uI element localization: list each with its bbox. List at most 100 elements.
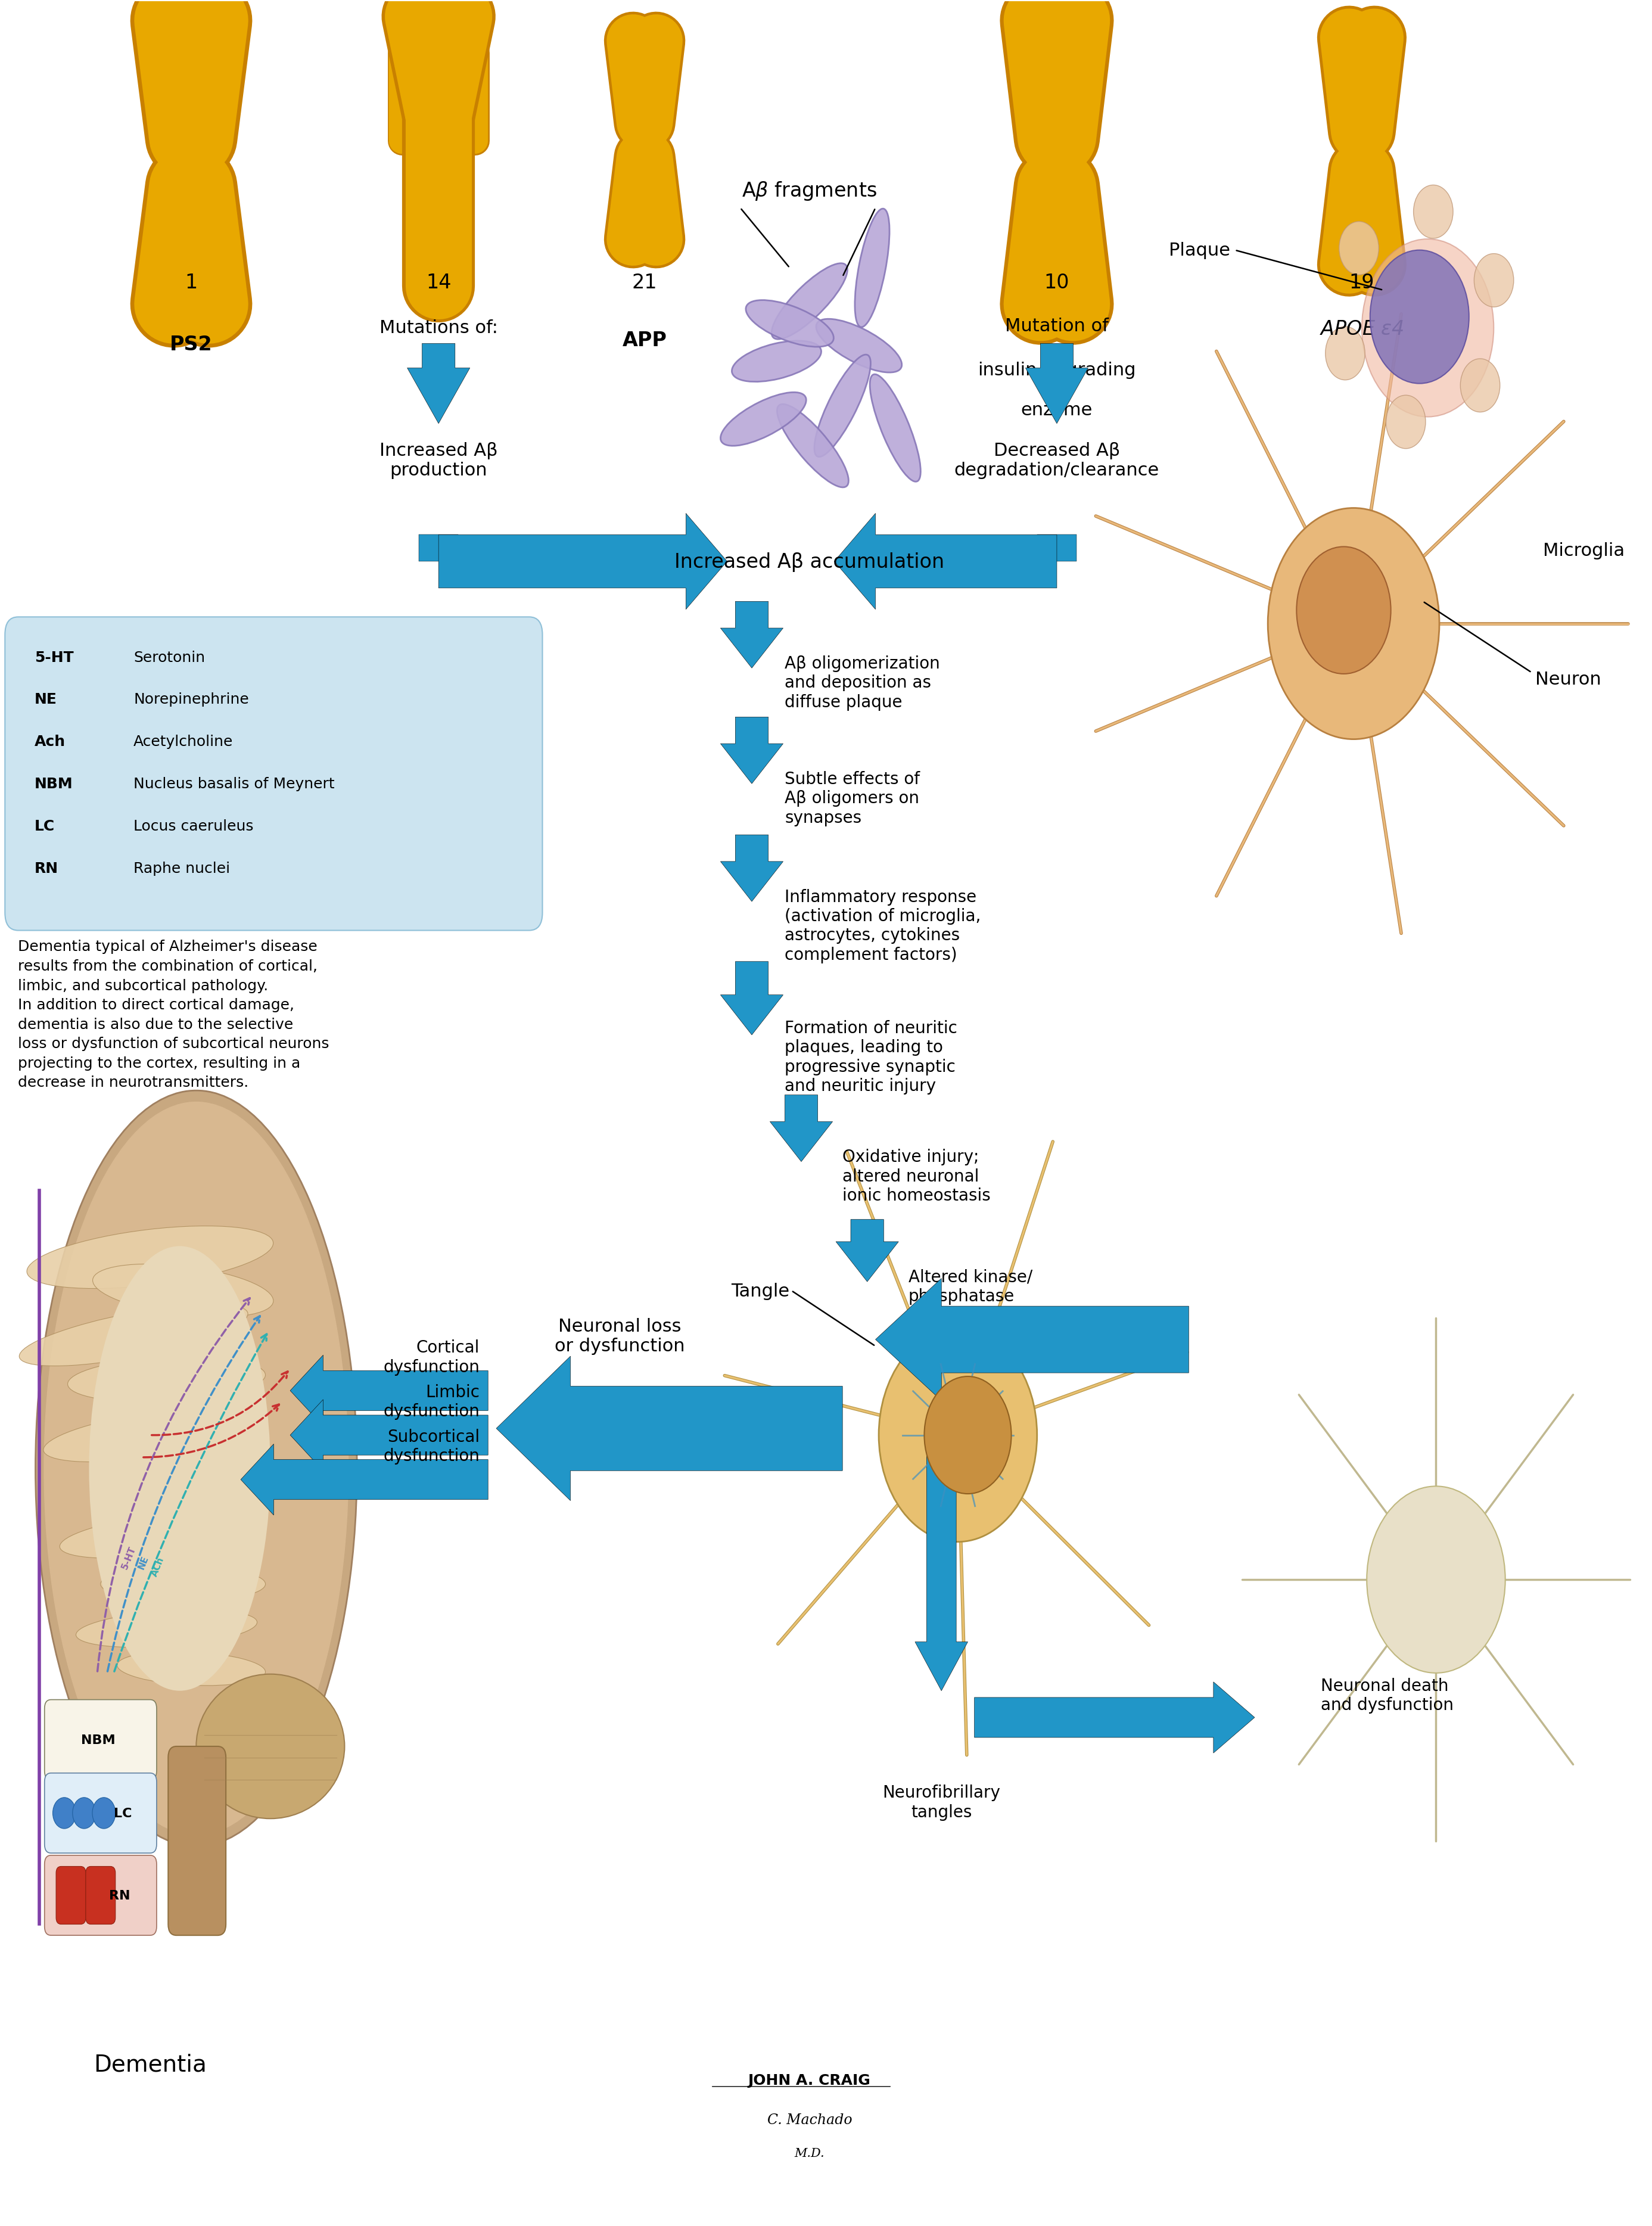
Text: Limbic
dysfunction: Limbic dysfunction (383, 1385, 479, 1420)
FancyArrow shape (770, 1095, 833, 1162)
Circle shape (923, 1376, 1011, 1494)
Text: 19: 19 (1350, 274, 1374, 292)
Text: Formation of neuritic
plaques, leading to
progressive synaptic
and neuritic inju: Formation of neuritic plaques, leading t… (785, 1020, 958, 1095)
Bar (1037, 534, 1077, 561)
Ellipse shape (89, 1247, 271, 1692)
FancyArrow shape (720, 601, 783, 668)
Text: Mutations of:: Mutations of: (380, 321, 497, 336)
Text: Neuron: Neuron (1535, 670, 1601, 688)
FancyArrow shape (438, 514, 727, 610)
Ellipse shape (43, 1102, 349, 1836)
Circle shape (53, 1799, 76, 1830)
FancyBboxPatch shape (5, 617, 542, 930)
Text: ACh: ACh (150, 1556, 165, 1578)
Ellipse shape (109, 1458, 274, 1500)
Text: Subtle effects of
Aβ oligomers on
synapses: Subtle effects of Aβ oligomers on synaps… (785, 770, 920, 826)
FancyBboxPatch shape (45, 1774, 157, 1854)
Text: 1: 1 (185, 274, 198, 292)
Circle shape (1460, 358, 1500, 412)
Text: Nucleus basalis of Meynert: Nucleus basalis of Meynert (134, 777, 335, 790)
Text: insulin-degrading: insulin-degrading (978, 363, 1137, 378)
FancyBboxPatch shape (45, 1701, 157, 1781)
Text: $APOE$ $\varepsilon$4: $APOE$ $\varepsilon$4 (1320, 321, 1404, 338)
Ellipse shape (59, 1511, 256, 1558)
Text: 10: 10 (1044, 274, 1069, 292)
Text: PS2: PS2 (170, 336, 213, 354)
Text: Neuronal loss
or dysfunction: Neuronal loss or dysfunction (555, 1318, 686, 1356)
Text: Cortical
dysfunction: Cortical dysfunction (383, 1340, 479, 1376)
FancyArrow shape (291, 1400, 487, 1471)
Ellipse shape (771, 263, 847, 341)
Text: A$\beta$ fragments: A$\beta$ fragments (742, 180, 877, 203)
Text: Tangle: Tangle (732, 1282, 790, 1300)
Circle shape (1370, 252, 1469, 383)
Text: RN: RN (35, 861, 58, 875)
Text: Inflammatory response
(activation of microglia,
astrocytes, cytokines
complement: Inflammatory response (activation of mic… (785, 888, 981, 964)
Text: LC: LC (35, 819, 55, 833)
Ellipse shape (101, 1567, 266, 1603)
Ellipse shape (26, 1227, 273, 1289)
Circle shape (1474, 254, 1513, 307)
Text: Plaque: Plaque (1168, 243, 1231, 258)
FancyBboxPatch shape (169, 1747, 226, 1934)
FancyBboxPatch shape (56, 1865, 86, 1923)
FancyArrow shape (720, 835, 783, 902)
Text: NBM: NBM (81, 1734, 116, 1745)
FancyArrow shape (408, 345, 469, 423)
Ellipse shape (745, 301, 834, 347)
Text: M.D.: M.D. (795, 2148, 824, 2159)
FancyBboxPatch shape (86, 1865, 116, 1923)
FancyArrow shape (876, 1278, 1189, 1400)
Text: 21: 21 (633, 274, 657, 292)
FancyArrow shape (291, 1356, 487, 1427)
Text: NBM: NBM (35, 777, 73, 790)
Ellipse shape (732, 341, 821, 383)
Text: Aβ oligomerization
and deposition as
diffuse plaque: Aβ oligomerization and deposition as dif… (785, 654, 940, 710)
Text: JOHN A. CRAIG: JOHN A. CRAIG (748, 2072, 871, 2088)
Circle shape (1366, 1487, 1505, 1674)
Text: Dementia typical of Alzheimer's disease
results from the combination of cortical: Dementia typical of Alzheimer's disease … (18, 939, 329, 1091)
FancyArrow shape (720, 962, 783, 1035)
Circle shape (73, 1799, 96, 1830)
Text: Decreased Aβ
degradation/clearance: Decreased Aβ degradation/clearance (955, 441, 1160, 479)
Circle shape (1297, 548, 1391, 674)
Text: Microglia: Microglia (1543, 541, 1626, 559)
Ellipse shape (93, 1264, 273, 1318)
FancyBboxPatch shape (45, 1856, 157, 1934)
FancyArrow shape (836, 1220, 899, 1282)
Text: Acetylcholine: Acetylcholine (134, 735, 233, 748)
Text: Raphe nuclei: Raphe nuclei (134, 861, 230, 875)
Text: Locus caeruleus: Locus caeruleus (134, 819, 254, 833)
Ellipse shape (68, 1358, 266, 1402)
FancyArrow shape (720, 717, 783, 784)
Text: Neuronal death
and dysfunction: Neuronal death and dysfunction (1320, 1678, 1454, 1714)
Text: Increased Aβ accumulation: Increased Aβ accumulation (674, 552, 945, 572)
Circle shape (1340, 223, 1379, 276)
Ellipse shape (117, 1652, 266, 1685)
Text: Oxidative injury;
altered neuronal
ionic homeostasis: Oxidative injury; altered neuronal ionic… (843, 1149, 991, 1204)
Ellipse shape (197, 1674, 345, 1819)
Text: Ach: Ach (35, 735, 66, 748)
Text: Neurofibrillary
tangles: Neurofibrillary tangles (882, 1785, 1001, 1821)
Text: Increased Aβ
production: Increased Aβ production (380, 441, 497, 479)
Text: LC: LC (114, 1808, 132, 1819)
Circle shape (1386, 396, 1426, 450)
Ellipse shape (720, 392, 806, 445)
Text: Altered kinase/
phosphatase
activities: Altered kinase/ phosphatase activities (909, 1269, 1032, 1324)
Text: C. Machado: C. Machado (767, 2112, 852, 2126)
Ellipse shape (35, 1091, 357, 1848)
FancyArrow shape (496, 1356, 843, 1500)
Text: 14: 14 (426, 274, 451, 292)
FancyArrow shape (834, 514, 1057, 610)
Text: NE: NE (137, 1554, 150, 1569)
Text: APP: APP (623, 332, 667, 349)
FancyArrow shape (241, 1445, 487, 1516)
Circle shape (1414, 185, 1454, 238)
Circle shape (879, 1329, 1037, 1543)
Text: PS1: PS1 (418, 370, 459, 390)
Text: 5-HT: 5-HT (121, 1545, 137, 1569)
Circle shape (1267, 508, 1439, 739)
Text: Serotonin: Serotonin (134, 650, 205, 666)
Text: Dementia: Dementia (94, 2052, 206, 2075)
Text: Subcortical
dysfunction: Subcortical dysfunction (383, 1429, 479, 1465)
